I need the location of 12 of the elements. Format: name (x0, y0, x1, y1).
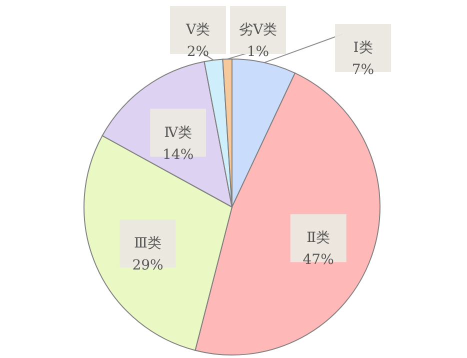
slice-label: Ⅴ类 (184, 22, 210, 38)
slice-label: Ⅲ类 (134, 235, 162, 252)
data-label: 29% (132, 257, 164, 274)
slice-label: Ⅳ类 (164, 124, 192, 141)
slice-label: 劣Ⅴ类 (238, 22, 278, 38)
data-label: 14% (162, 146, 194, 163)
slice-label: Ⅰ类 (353, 40, 373, 56)
data-label: 2% (186, 44, 210, 60)
data-label: 7% (352, 62, 374, 78)
data-label: 47% (302, 252, 334, 268)
slice-label: Ⅱ类 (306, 230, 330, 246)
data-label: 1% (246, 44, 270, 60)
